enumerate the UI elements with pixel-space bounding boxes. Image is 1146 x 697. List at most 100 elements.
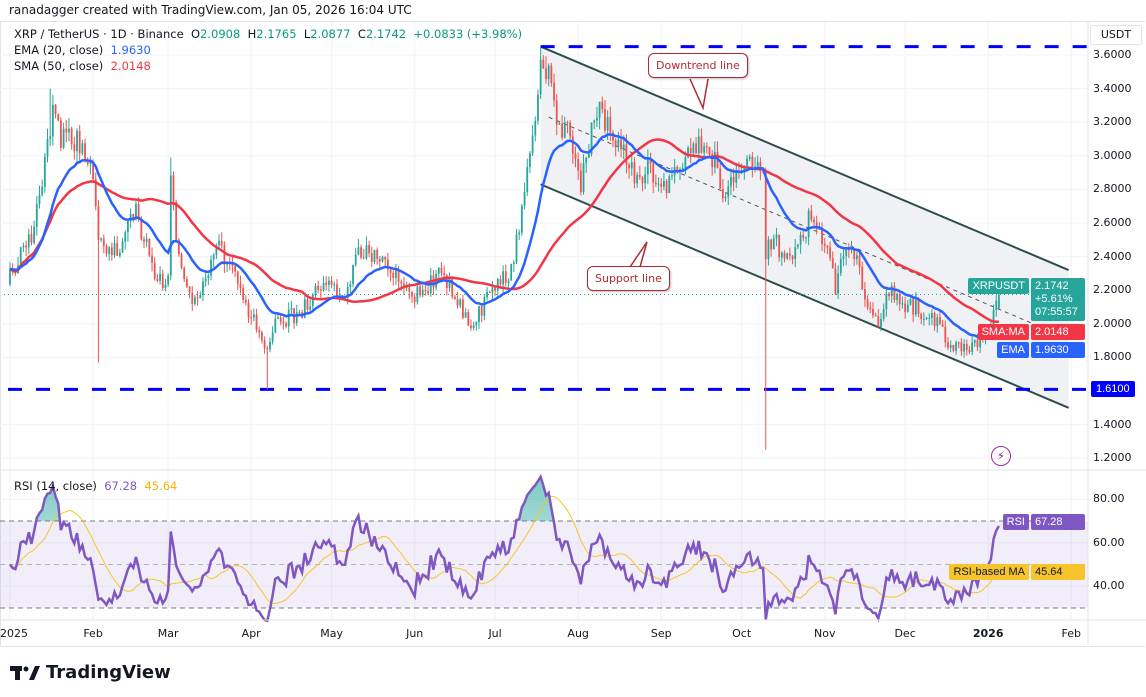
- candle-body: [73, 144, 76, 152]
- price-tick-label: 1.2000: [1093, 451, 1132, 465]
- candle-body: [976, 339, 979, 348]
- candle-body: [202, 281, 204, 296]
- candle-body: [70, 128, 73, 145]
- candle-body: [129, 213, 132, 222]
- candle-body: [577, 159, 580, 171]
- candle-body: [743, 167, 746, 172]
- candle-body: [598, 101, 601, 118]
- candle-body: [657, 183, 660, 185]
- candle-body: [33, 226, 36, 243]
- price-tick-label: 2.6000: [1093, 216, 1132, 229]
- high-value: 2.1765: [256, 27, 297, 41]
- candle-body: [936, 317, 939, 327]
- time-tick-label: Dec: [894, 627, 916, 640]
- currency-selector[interactable]: USDT: [1090, 25, 1142, 45]
- candle-body: [419, 286, 421, 296]
- time-tick-label: Nov: [813, 627, 836, 640]
- lightning-icon[interactable]: ⚡: [991, 446, 1011, 466]
- candle-body: [451, 278, 454, 297]
- open-value: 2.0908: [200, 27, 241, 41]
- candle-body: [668, 176, 671, 194]
- tradingview-brand: TradingView: [46, 662, 171, 683]
- time-tick-label: May: [320, 627, 343, 640]
- price-tick-label: 3.2000: [1093, 115, 1132, 129]
- candle-body: [336, 284, 338, 298]
- candle-body: [813, 219, 815, 223]
- candle-body: [786, 253, 789, 259]
- candle-body: [295, 312, 298, 323]
- tradingview-logo[interactable]: TradingView: [10, 662, 171, 683]
- downtrend-line: [540, 45, 1069, 271]
- candle-body: [472, 325, 475, 328]
- candle-body: [255, 314, 258, 330]
- candle-body: [475, 322, 478, 326]
- candle-body: [711, 154, 714, 168]
- time-tick-label: Apr: [241, 627, 261, 640]
- candle-body: [545, 68, 547, 80]
- candle-body: [652, 163, 655, 183]
- candle-body: [494, 287, 496, 291]
- rsi-legend[interactable]: RSI (14, close) 67.28 45.64: [14, 479, 177, 493]
- candle-body: [271, 332, 274, 342]
- candle-body: [973, 339, 976, 343]
- candle-body: [764, 171, 767, 260]
- candle-body: [719, 168, 722, 189]
- candle-body: [687, 147, 689, 158]
- sma-legend[interactable]: SMA (50, close) 2.0148: [14, 59, 151, 73]
- candle-body: [944, 326, 947, 343]
- candle-body: [467, 312, 470, 326]
- candle-body: [30, 234, 33, 243]
- candle-body: [558, 123, 561, 125]
- candle-body: [303, 299, 306, 318]
- price-tick-label: 3.0000: [1093, 148, 1132, 162]
- candle-body: [587, 153, 590, 158]
- candle-body: [746, 158, 748, 168]
- candle-body: [319, 289, 322, 291]
- open-label: O: [190, 27, 201, 41]
- candle-body: [882, 309, 885, 320]
- candle-body: [756, 162, 759, 167]
- candle-body: [370, 253, 373, 262]
- candle-body: [821, 228, 823, 244]
- symbol-legend[interactable]: XRP / TetherUS · 1D · Binance O2.0908 H2…: [14, 27, 522, 41]
- candle-body: [703, 146, 706, 153]
- candle-body: [459, 299, 462, 306]
- sma-50-line: [9, 138, 999, 323]
- candle-body: [512, 262, 515, 265]
- support-line-callout[interactable]: Support line: [587, 266, 670, 291]
- low-value: 2.0877: [310, 27, 351, 41]
- candle-body: [453, 296, 456, 300]
- candle-body: [614, 140, 617, 148]
- candle-body: [49, 136, 52, 139]
- candle-body: [574, 153, 577, 160]
- candle-body: [244, 299, 247, 303]
- candle-body: [609, 117, 612, 133]
- downtrend-line-callout[interactable]: Downtrend line: [648, 53, 748, 78]
- close-value: 2.1742: [365, 27, 407, 41]
- candle-body: [68, 128, 70, 133]
- candle-body: [818, 228, 821, 230]
- close-label: C: [357, 27, 366, 41]
- candle-body: [261, 332, 263, 341]
- ema-value: 1.9630: [110, 43, 151, 57]
- candle-body: [25, 245, 27, 248]
- candle-body: [258, 329, 261, 333]
- candle-body: [590, 122, 593, 154]
- candle-body: [646, 157, 649, 175]
- candle-body: [622, 144, 625, 149]
- candle-body: [906, 304, 909, 312]
- candle-body: [148, 238, 151, 256]
- candle-body: [767, 239, 770, 260]
- sma-tag-value: 2.0148: [1031, 324, 1085, 340]
- candle-body: [183, 267, 186, 280]
- candle-body: [486, 291, 488, 298]
- candle-body: [191, 292, 194, 304]
- candle-body: [236, 271, 239, 284]
- candle-body: [27, 234, 30, 248]
- candle-body: [416, 286, 419, 303]
- candle-body: [571, 136, 574, 154]
- rsi-tick-label: 40.00: [1093, 579, 1125, 593]
- ema-legend[interactable]: EMA (20, close) 1.9630: [14, 43, 151, 57]
- candle-body: [960, 342, 963, 352]
